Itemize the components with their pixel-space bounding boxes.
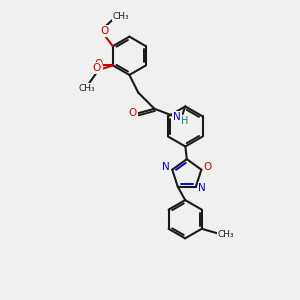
Text: O: O xyxy=(204,162,212,172)
Text: H: H xyxy=(182,116,189,126)
Text: N: N xyxy=(173,112,181,122)
Text: O: O xyxy=(94,59,102,69)
Text: O: O xyxy=(92,63,101,73)
Text: N: N xyxy=(162,162,169,172)
Text: N: N xyxy=(198,183,206,193)
Text: O: O xyxy=(100,26,109,36)
Text: CH₃: CH₃ xyxy=(113,12,129,21)
Text: CH₃: CH₃ xyxy=(218,230,234,239)
Text: O: O xyxy=(129,108,137,118)
Text: CH₃: CH₃ xyxy=(79,83,95,92)
